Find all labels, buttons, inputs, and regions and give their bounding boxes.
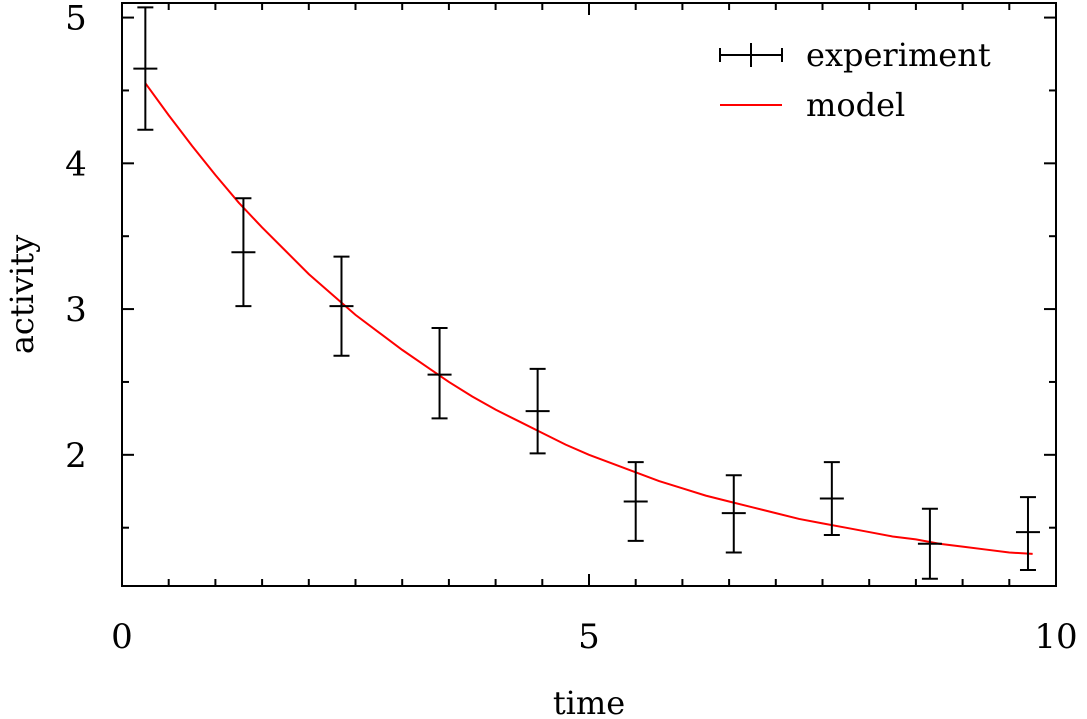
tick-marks (121, 3, 1057, 586)
x-axis-label: time (553, 684, 625, 719)
experiment-point (525, 367, 550, 455)
legend: experiment model (719, 36, 991, 124)
x-tick-label: 0 (111, 617, 133, 657)
legend-label-experiment: experiment (806, 36, 991, 74)
legend-item-model: model (720, 86, 905, 124)
x-tick-label: 5 (578, 617, 600, 657)
y-tick-label: 3 (65, 290, 87, 330)
tick-labels: 0 5 10 2 3 4 5 (65, 0, 1077, 657)
experiment-point (917, 507, 942, 580)
experiment-point (1015, 496, 1040, 571)
plot-content (133, 6, 1040, 580)
legend-label-model: model (806, 86, 905, 124)
plot-frame (121, 2, 1057, 587)
experiment-point (427, 327, 452, 420)
experiment-point (329, 255, 354, 357)
y-tick-label: 2 (65, 436, 87, 476)
y-axis-label: activity (3, 235, 41, 354)
model-curve (144, 82, 1033, 555)
x-tick-label: 10 (1034, 617, 1077, 657)
experiment-point (133, 6, 158, 131)
y-tick-label: 5 (65, 0, 87, 39)
experiment-point (721, 474, 746, 554)
legend-item-experiment: experiment (719, 36, 991, 74)
experiment-point (231, 197, 256, 308)
experiment-point (819, 461, 844, 536)
experiment-point (623, 461, 648, 542)
y-tick-label: 4 (65, 144, 87, 184)
